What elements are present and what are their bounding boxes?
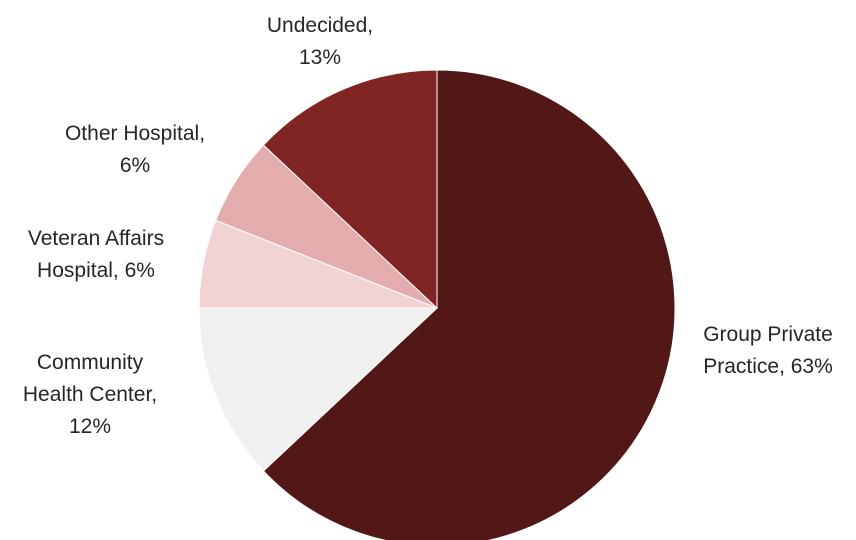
slice-label-other-hospital: Other Hospital, 6% — [65, 122, 205, 177]
slice-label-community-health-center: Community Health Center, 12% — [23, 351, 157, 438]
slice-label-undecided: Undecided, 13% — [267, 14, 373, 69]
pie-slice-community-health-center — [198, 307, 439, 472]
slice-label-group-private-practice: Group Private Practice, 63% — [703, 323, 833, 378]
pie-labels: Group Private Practice, 63% Community Healt… — [23, 14, 833, 438]
slice-label-veteran-affairs-hospital: Veteran Affairs Hospital, 6% — [28, 227, 164, 282]
pie-slice-undecided — [262, 69, 438, 310]
pie-slices — [198, 69, 676, 540]
